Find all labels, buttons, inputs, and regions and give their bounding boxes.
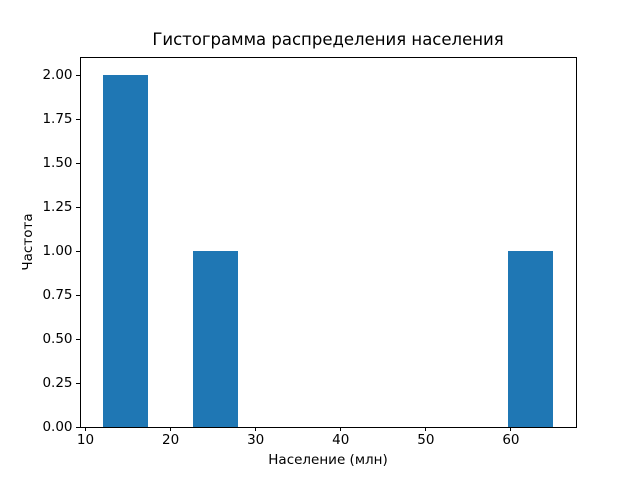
chart-title: Гистограмма распределения населения xyxy=(152,30,504,49)
x-tick-mark xyxy=(425,427,427,431)
y-tick-label: 0.00 xyxy=(42,419,73,436)
x-tick-mark xyxy=(85,427,87,431)
y-tick-label: 1.50 xyxy=(42,155,73,172)
x-tick-mark xyxy=(510,427,512,431)
x-tick-mark xyxy=(255,427,257,431)
y-tick-label: 1.25 xyxy=(42,199,73,216)
y-tick-mark xyxy=(76,382,80,384)
histogram-bar xyxy=(192,251,238,428)
x-tick-label: 30 xyxy=(247,432,265,449)
y-tick-mark xyxy=(76,74,80,76)
x-tick-label: 10 xyxy=(76,432,95,449)
y-tick-label: 0.75 xyxy=(42,287,73,304)
x-tick-mark xyxy=(340,427,342,431)
y-tick-label: 0.25 xyxy=(42,375,73,392)
x-tick-label: 50 xyxy=(417,432,435,449)
y-tick-mark xyxy=(76,206,80,208)
histogram-bar xyxy=(508,251,554,428)
y-tick-label: 1.75 xyxy=(42,111,73,128)
x-axis-label: Население (млн) xyxy=(268,452,388,469)
x-tick-label: 40 xyxy=(332,432,350,449)
y-tick-mark xyxy=(76,294,80,296)
y-tick-mark xyxy=(76,162,80,164)
y-tick-mark xyxy=(76,426,80,428)
x-tick-label: 20 xyxy=(162,432,180,449)
y-tick-mark xyxy=(76,250,80,252)
y-tick-mark xyxy=(76,118,80,120)
x-tick-label: 60 xyxy=(502,432,520,449)
y-tick-mark xyxy=(76,338,80,340)
y-tick-label: 2.00 xyxy=(42,67,73,84)
y-tick-label: 0.50 xyxy=(42,331,73,348)
x-tick-mark xyxy=(170,427,172,431)
plot-area xyxy=(79,57,577,428)
histogram-bar xyxy=(102,75,148,428)
y-tick-label: 1.00 xyxy=(42,243,73,260)
